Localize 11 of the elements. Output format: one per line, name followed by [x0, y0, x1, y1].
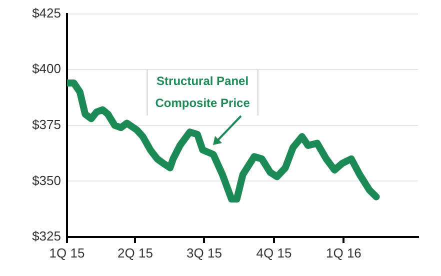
x-tick-label: 1Q 15	[49, 245, 85, 260]
x-tick-label: 3Q 15	[186, 245, 222, 260]
y-tick-label: $350	[32, 172, 61, 188]
y-tick-label: $325	[32, 228, 61, 244]
x-tick-label: 4Q 15	[256, 245, 292, 260]
y-tick-label: $375	[32, 116, 61, 132]
x-tick-label: 2Q 15	[118, 245, 153, 260]
annotation: Structural Panel Composite Price	[155, 74, 250, 110]
y-tick-label: $425	[32, 5, 61, 20]
x-tick-label: 1Q 16	[326, 245, 362, 260]
y-tick-label: $400	[32, 61, 61, 76]
